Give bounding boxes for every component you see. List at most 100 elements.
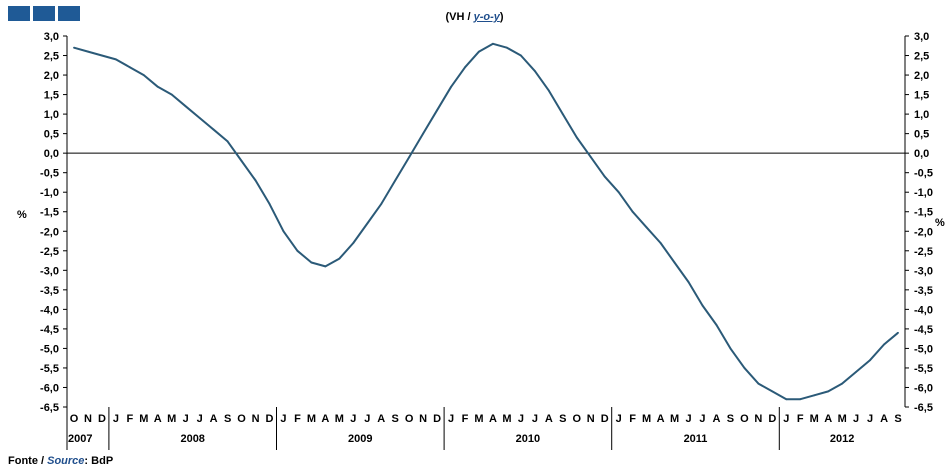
x-tick-label-month: N bbox=[587, 413, 595, 425]
data-point bbox=[87, 50, 89, 53]
data-point bbox=[226, 140, 229, 143]
data-point bbox=[855, 371, 857, 373]
x-tick-label-month: A bbox=[880, 413, 888, 425]
source-label-pt: Fonte / bbox=[8, 455, 45, 467]
x-tick-label-month: S bbox=[392, 413, 399, 425]
data-point bbox=[673, 261, 676, 264]
data-point bbox=[548, 89, 550, 92]
series-line bbox=[73, 42, 899, 401]
source-label-en: Source bbox=[47, 455, 85, 467]
logo bbox=[8, 6, 80, 21]
source-note: Fonte / Source: BdP bbox=[8, 455, 113, 467]
x-tick-label-month: A bbox=[154, 413, 162, 425]
y-axis-label-right: % bbox=[935, 217, 945, 229]
data-point bbox=[575, 136, 578, 139]
x-tick-label-month: M bbox=[838, 413, 847, 425]
data-point bbox=[771, 390, 774, 393]
x-tick-label-month: D bbox=[98, 413, 106, 425]
data-point bbox=[492, 42, 494, 45]
data-point bbox=[799, 398, 802, 401]
x-tick-label-month: A bbox=[545, 413, 553, 425]
y-tick-label-right: -1,5 bbox=[914, 207, 933, 219]
y-tick-label-left: -5,5 bbox=[40, 363, 59, 375]
data-point bbox=[603, 175, 606, 178]
y-tick-label-left: 0,5 bbox=[44, 129, 59, 141]
y-tick-label-right: -6,5 bbox=[914, 402, 933, 414]
x-tick-label-month: D bbox=[266, 413, 274, 425]
data-point bbox=[883, 343, 885, 346]
data-point bbox=[268, 203, 271, 205]
data-point bbox=[310, 261, 313, 264]
y-tick-label-right: -3,5 bbox=[914, 285, 933, 297]
y-tick-label-left: -3,5 bbox=[40, 285, 59, 297]
x-tick-label-month: J bbox=[532, 413, 538, 425]
y-tick-label-right: 2,5 bbox=[914, 51, 929, 63]
data-point bbox=[687, 281, 690, 283]
x-tick-label-month: F bbox=[126, 413, 133, 425]
x-tick-label-month: O bbox=[405, 413, 414, 425]
x-tick-label-month: N bbox=[84, 413, 92, 425]
y-tick-label-left: -2,0 bbox=[40, 226, 59, 238]
x-tick-label-month: S bbox=[894, 413, 901, 425]
x-tick-label-month: O bbox=[237, 413, 246, 425]
data-point bbox=[659, 242, 662, 244]
data-point bbox=[212, 128, 215, 131]
y-tick-label-left: -0,5 bbox=[40, 168, 59, 180]
data-point bbox=[101, 54, 103, 57]
x-tick-label-month: D bbox=[768, 413, 776, 425]
data-point bbox=[520, 54, 522, 57]
data-point bbox=[198, 117, 201, 119]
chart-title-pt: (VH / bbox=[445, 11, 471, 23]
y-tick-label-right: 3,0 bbox=[914, 31, 929, 43]
x-tick-label-month: O bbox=[740, 413, 749, 425]
y-tick-label-left: 3,0 bbox=[44, 31, 59, 43]
y-tick-label-left: -1,0 bbox=[40, 187, 59, 199]
x-tick-label-month: F bbox=[797, 413, 804, 425]
data-point bbox=[73, 46, 75, 49]
y-tick-label-left: -4,0 bbox=[40, 304, 59, 316]
data-point bbox=[282, 230, 285, 233]
x-tick-label-month: M bbox=[810, 413, 819, 425]
data-point bbox=[338, 257, 341, 260]
y-tick-label-left: -1,5 bbox=[40, 207, 59, 219]
x-tick-label-month: S bbox=[559, 413, 566, 425]
data-point bbox=[841, 382, 843, 385]
x-tick-label-month: F bbox=[294, 413, 301, 425]
x-tick-label-month: A bbox=[377, 413, 385, 425]
y-tick-label-right: 2,0 bbox=[914, 70, 929, 82]
data-point bbox=[813, 394, 816, 397]
data-point bbox=[366, 222, 369, 225]
source-separator: : bbox=[84, 455, 89, 467]
data-point bbox=[156, 85, 159, 88]
x-tick-label-month: M bbox=[335, 413, 344, 425]
x-tick-label-month: M bbox=[474, 413, 483, 425]
x-tick-label-month: S bbox=[727, 413, 734, 425]
data-point bbox=[645, 226, 648, 229]
y-tick-label-left: 0,0 bbox=[44, 148, 59, 160]
data-point bbox=[128, 66, 131, 69]
y-tick-label-right: 1,5 bbox=[914, 90, 929, 102]
data-point bbox=[589, 156, 592, 159]
data-point bbox=[827, 390, 830, 393]
x-tick-label-month: A bbox=[210, 413, 218, 425]
x-tick-label-month: F bbox=[629, 413, 636, 425]
data-point bbox=[394, 179, 397, 182]
x-tick-label-month: J bbox=[867, 413, 873, 425]
y-tick-label-left: -2,5 bbox=[40, 246, 59, 258]
x-tick-label-month: J bbox=[783, 413, 789, 425]
y-tick-label-right: -5,5 bbox=[914, 363, 933, 375]
data-point bbox=[240, 160, 243, 162]
y-tick-label-left: 2,0 bbox=[44, 70, 59, 82]
x-tick-label-month: O bbox=[573, 413, 582, 425]
data-point bbox=[729, 347, 732, 350]
x-tick-label-month: A bbox=[712, 413, 720, 425]
x-tick-label-month: J bbox=[197, 413, 203, 425]
x-year-label: 2009 bbox=[348, 433, 372, 445]
data-point bbox=[436, 109, 438, 112]
data-point bbox=[534, 70, 536, 72]
logo-block bbox=[33, 6, 55, 21]
y-tick-label-right: -3,0 bbox=[914, 265, 933, 277]
data-point bbox=[478, 50, 480, 53]
